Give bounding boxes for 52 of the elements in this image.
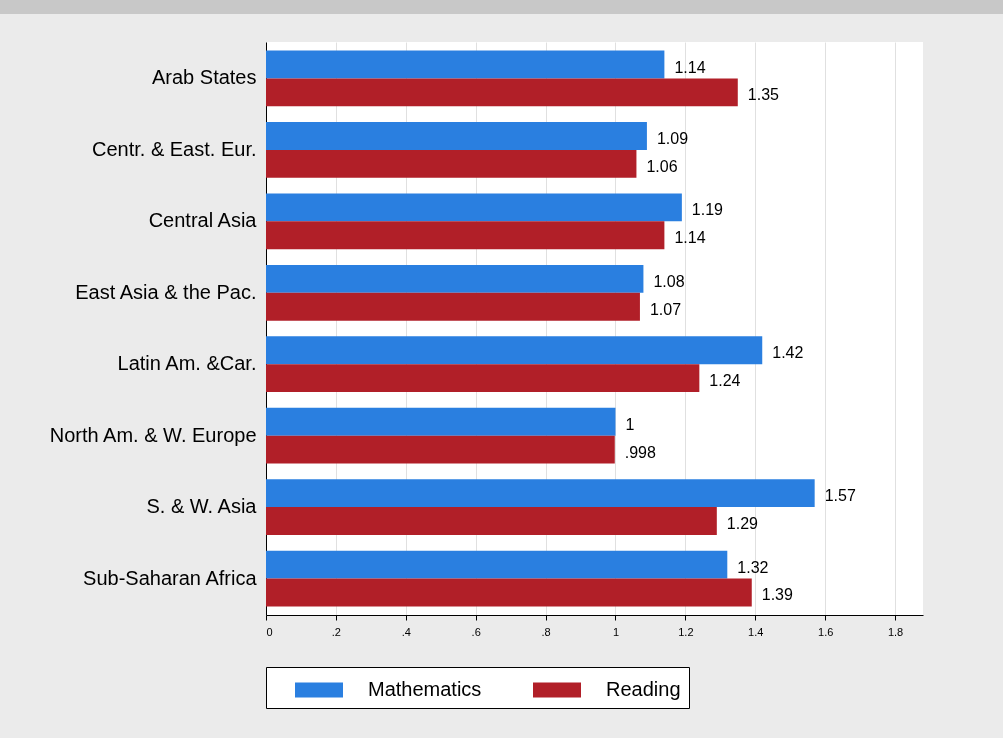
data-label: 1.29 (726, 515, 759, 533)
data-label: 1.57 (824, 487, 856, 505)
bar (266, 507, 717, 535)
x-tick-label: 0 (266, 625, 273, 638)
y-tick-label: Sub-Saharan Africa (83, 566, 258, 589)
y-tick-label: Latin Am. &Car. (117, 352, 257, 375)
data-label: .998 (624, 443, 657, 461)
data-label: 1.19 (691, 201, 724, 219)
data-label: 1.14 (674, 58, 706, 76)
bar (266, 264, 644, 293)
bar (266, 578, 752, 607)
legend-label: Mathematics (368, 678, 482, 700)
bar (266, 193, 682, 222)
bar (266, 479, 815, 508)
data-label: 1.07 (649, 300, 682, 318)
data-label: 1.42 (772, 344, 804, 362)
bar (266, 78, 738, 107)
y-tick-label: North Am. & W. Europe (49, 423, 257, 446)
x-tick-label: .8 (541, 625, 551, 638)
data-label: 1 (625, 415, 635, 433)
data-label: 1.06 (646, 157, 678, 175)
bar (266, 550, 728, 579)
data-label: 1.09 (656, 129, 689, 147)
bar (266, 122, 647, 150)
y-tick-label: Centr. & East. Eur. (91, 137, 257, 160)
y-tick-label: East Asia & the Pac. (75, 280, 257, 303)
y-tick-label: Arab States (151, 66, 257, 89)
bar (266, 149, 637, 178)
bar (266, 50, 665, 79)
x-tick-label: 1 (612, 625, 620, 638)
bar (266, 407, 616, 436)
bar (266, 364, 700, 393)
data-label: 1.14 (674, 229, 706, 247)
bar (266, 435, 615, 464)
x-tick-label: 1.2 (678, 625, 694, 638)
bar (266, 221, 665, 250)
legend-label: Reading (606, 678, 681, 700)
x-tick-label: 1.8 (887, 625, 904, 638)
x-tick-label: .4 (401, 625, 411, 638)
data-label: 1.08 (653, 272, 685, 290)
x-tick-label: 1.6 (818, 625, 834, 638)
y-tick-label: Central Asia (148, 209, 258, 232)
x-tick-label: 1.4 (748, 625, 764, 638)
data-label: 1.39 (761, 586, 793, 604)
data-label: 1.35 (747, 86, 780, 104)
bar (266, 292, 640, 321)
data-label: 1.24 (709, 372, 741, 390)
data-label: 1.32 (737, 558, 769, 576)
y-tick-label: S. & W. Asia (146, 495, 258, 518)
x-tick-label: .2 (331, 625, 341, 638)
x-tick-label: .6 (471, 625, 481, 638)
bar (266, 336, 763, 365)
